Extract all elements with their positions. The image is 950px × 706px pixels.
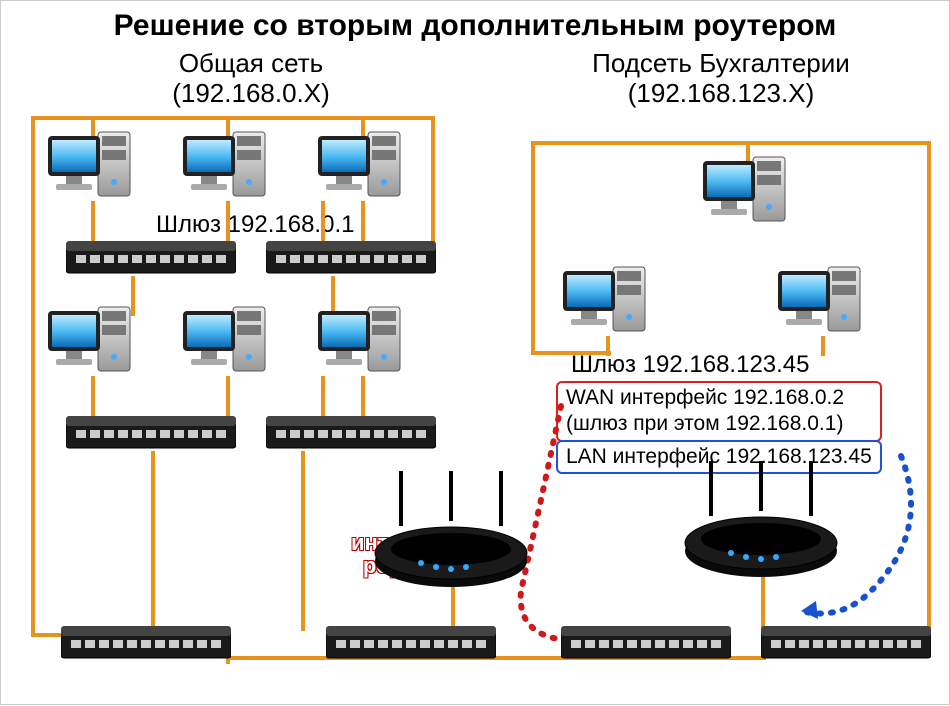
switch-top-2	[66, 416, 236, 454]
router-second	[681, 461, 841, 581]
interface-info-box: WAN интерфейс 192.168.0.2 (шлюз при этом…	[556, 381, 882, 474]
pc-right-0	[701, 151, 791, 231]
pc-left-2	[316, 126, 406, 206]
switch-bottom-1	[326, 626, 496, 664]
switch-top-0	[66, 241, 236, 279]
net-right-label: Подсеть Бухгалтерии(192.168.123.X)	[511, 49, 931, 109]
switch-top-3	[266, 416, 436, 454]
net-left-label: Общая сеть(192.168.0.X)	[41, 49, 461, 109]
pc-left-5	[316, 301, 406, 381]
switch-bottom-2	[561, 626, 731, 664]
pc-right-1	[561, 261, 651, 341]
pc-left-3	[46, 301, 136, 381]
switch-bottom-0	[61, 626, 231, 664]
pc-left-1	[181, 126, 271, 206]
page-title: Решение со вторым дополнительным роутеро…	[1, 1, 949, 47]
switch-top-1	[266, 241, 436, 279]
wan-info: WAN интерфейс 192.168.0.2 (шлюз при этом…	[556, 381, 882, 442]
router-internet	[371, 471, 531, 591]
switch-bottom-3	[761, 626, 931, 664]
pc-left-0	[46, 126, 136, 206]
pc-right-2	[776, 261, 866, 341]
pc-left-4	[181, 301, 271, 381]
